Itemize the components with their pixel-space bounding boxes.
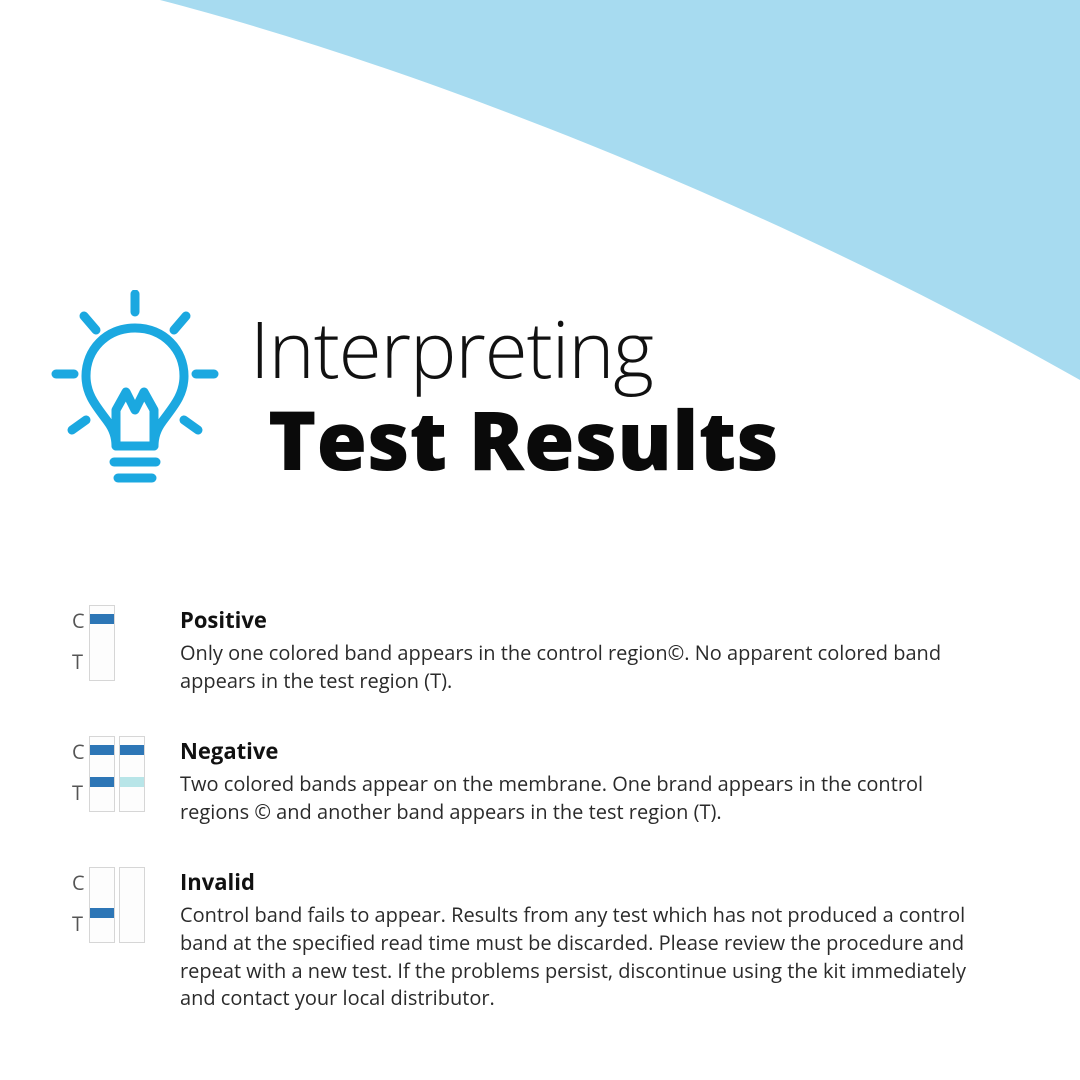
strip-diagram-negative: C T <box>72 736 162 812</box>
title-line-1: Interpreting <box>250 308 779 390</box>
lightbulb-icon <box>50 290 220 500</box>
label-c: C <box>72 738 85 765</box>
test-strip <box>89 867 115 943</box>
band-t <box>120 777 144 787</box>
title-line-2: Test Results <box>268 396 779 482</box>
test-strip <box>119 736 145 812</box>
band-c <box>90 614 114 624</box>
label-t: T <box>72 779 85 806</box>
band-c <box>120 745 144 755</box>
test-strip <box>119 867 145 943</box>
page-header: Interpreting Test Results <box>50 290 779 500</box>
result-title: Positive <box>180 605 992 635</box>
label-t: T <box>72 648 85 675</box>
band-t <box>90 908 114 918</box>
result-body: Only one colored band appears in the con… <box>180 639 992 694</box>
result-invalid: C T Invalid Control band fails to appear… <box>72 867 992 1011</box>
label-c: C <box>72 869 85 896</box>
result-body: Two colored bands appear on the membrane… <box>180 770 992 825</box>
test-strip <box>89 736 115 812</box>
result-negative: C T Negative Two colored bands appear on… <box>72 736 992 825</box>
band-c <box>90 745 114 755</box>
band-t <box>90 777 114 787</box>
strip-diagram-invalid: C T <box>72 867 162 943</box>
result-title: Invalid <box>180 867 992 897</box>
result-positive: C T Positive Only one colored band appea… <box>72 605 992 694</box>
result-body: Control band fails to appear. Results fr… <box>180 901 992 1011</box>
test-strip <box>89 605 115 681</box>
results-list: C T Positive Only one colored band appea… <box>72 605 992 1012</box>
label-c: C <box>72 607 85 634</box>
page-title: Interpreting Test Results <box>250 308 779 482</box>
strip-diagram-positive: C T <box>72 605 162 681</box>
label-t: T <box>72 910 85 937</box>
result-title: Negative <box>180 736 992 766</box>
